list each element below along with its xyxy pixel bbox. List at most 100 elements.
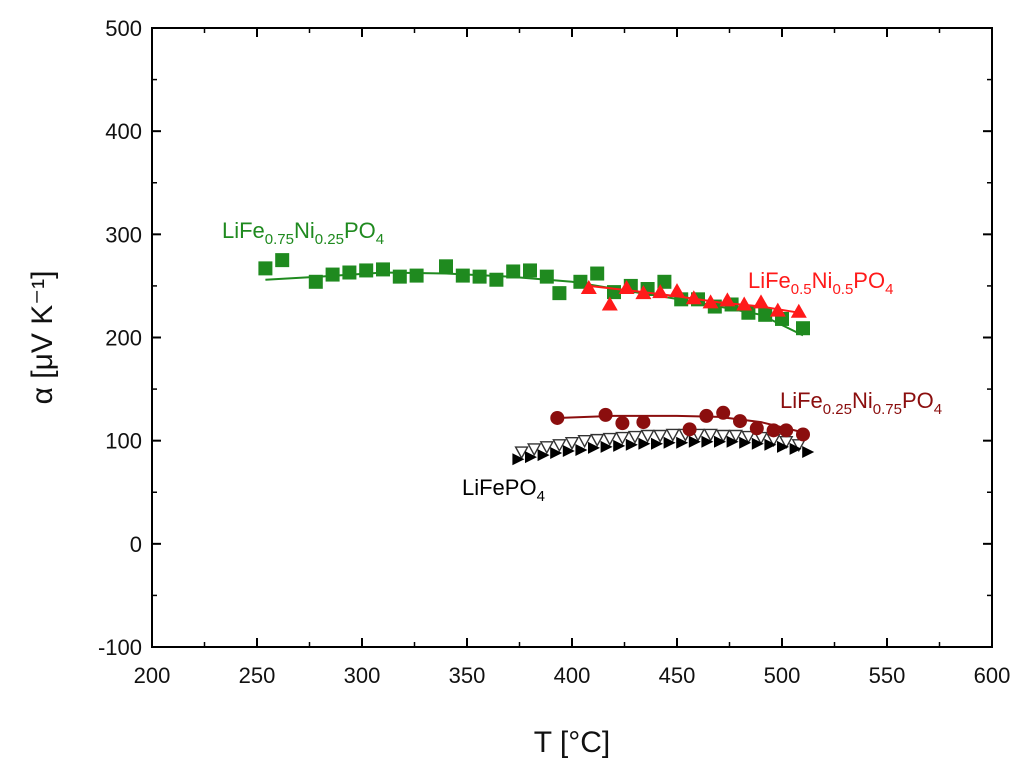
x-tick-label: 350: [449, 663, 486, 688]
data-point: [714, 435, 726, 448]
y-tick-label: 200: [105, 326, 142, 351]
data-point: [733, 414, 747, 429]
data-point: [779, 423, 794, 438]
data-point: [575, 443, 588, 456]
data-point: [539, 441, 554, 455]
y-axis-title: α [μV K⁻¹]: [26, 271, 59, 405]
data-point: [409, 268, 424, 283]
y-tick-label: -100: [98, 635, 142, 660]
data-point: [796, 321, 810, 336]
data-point: [618, 279, 635, 294]
x-tick-label: 500: [764, 663, 801, 688]
y-tick-label: 400: [105, 119, 142, 144]
data-point: [701, 435, 714, 448]
data-point: [601, 296, 618, 311]
data-point: [573, 274, 588, 289]
data-point: [537, 449, 550, 462]
data-point: [741, 430, 756, 445]
data-point: [764, 438, 777, 451]
data-point: [716, 405, 731, 420]
x-tick-label: 550: [869, 663, 906, 688]
data-point: [728, 429, 743, 443]
x-tick-label: 200: [134, 663, 171, 688]
data-point: [602, 432, 617, 447]
data-point: [665, 428, 680, 442]
series-label: LiFe0.25Ni0.75PO4: [780, 388, 942, 418]
data-point: [580, 279, 597, 294]
y-tick-label: 300: [105, 222, 142, 247]
x-tick-label: 300: [344, 663, 381, 688]
data-point: [682, 422, 697, 437]
data-point: [753, 294, 769, 309]
data-point: [726, 435, 739, 448]
data-point: [392, 269, 407, 284]
series-label-part: 0.25: [315, 231, 344, 248]
data-point: [552, 439, 567, 453]
data-point: [615, 431, 630, 446]
data-point: [777, 440, 789, 453]
data-point: [625, 438, 638, 451]
data-point: [308, 274, 323, 289]
y-tick-label: 500: [105, 16, 142, 41]
data-point: [716, 429, 731, 443]
data-point: [615, 416, 630, 431]
data-point: [376, 262, 390, 277]
data-point: [651, 437, 663, 450]
data-point: [564, 437, 580, 451]
data-point: [688, 435, 701, 448]
data-point: [275, 253, 290, 268]
data-point: [790, 303, 807, 318]
data-point: [523, 263, 537, 278]
data-point: [703, 428, 718, 442]
data-point: [636, 415, 651, 430]
data-point: [539, 269, 554, 284]
series-label-part: 0.75: [873, 401, 902, 418]
series-label-part: PO: [344, 218, 376, 243]
data-point: [676, 436, 689, 449]
series-label: LiFePO4: [462, 475, 545, 505]
data-point: [514, 446, 529, 460]
series-label-part: LiFe: [748, 268, 791, 293]
plot-frame: [151, 27, 993, 648]
data-point: [702, 294, 719, 309]
data-point: [359, 263, 374, 278]
x-tick-label: 400: [554, 663, 591, 688]
series-label-part: LiFe: [222, 218, 265, 243]
data-point: [342, 265, 357, 280]
data-point: [766, 423, 781, 438]
data-point: [640, 429, 655, 443]
data-point: [653, 429, 668, 443]
data-point: [657, 274, 672, 289]
series-label-part: Ni: [812, 268, 833, 293]
data-point: [796, 427, 810, 442]
data-point: [489, 272, 504, 287]
series-label-part: 0.5: [832, 281, 853, 298]
data-point: [577, 434, 592, 449]
data-point: [749, 421, 764, 436]
y-tick-label: 0: [130, 532, 142, 557]
data-point: [525, 451, 537, 464]
series-label: LiFe0.75Ni0.25PO4: [222, 218, 384, 248]
series-label-part: LiFe: [780, 388, 823, 413]
data-point: [669, 283, 685, 298]
series-label-part: 0.25: [823, 401, 852, 418]
data-point: [325, 267, 340, 282]
data-point: [552, 286, 567, 301]
data-point: [258, 261, 273, 276]
data-point: [699, 408, 714, 423]
series-label-part: Ni: [852, 388, 873, 413]
x-tick-label: 600: [974, 663, 1011, 688]
series-label-part: 4: [376, 231, 384, 248]
series-label-part: PO: [853, 268, 885, 293]
series-label-part: 0.75: [265, 231, 294, 248]
data-point: [598, 407, 613, 422]
series-label-part: PO: [902, 388, 934, 413]
data-point: [588, 441, 600, 454]
series-label-part: 4: [537, 488, 545, 505]
data-point: [562, 444, 575, 457]
data-point: [439, 259, 453, 274]
data-point: [627, 430, 643, 445]
data-point: [550, 410, 565, 425]
data-point: [512, 453, 525, 466]
data-point: [455, 268, 470, 283]
